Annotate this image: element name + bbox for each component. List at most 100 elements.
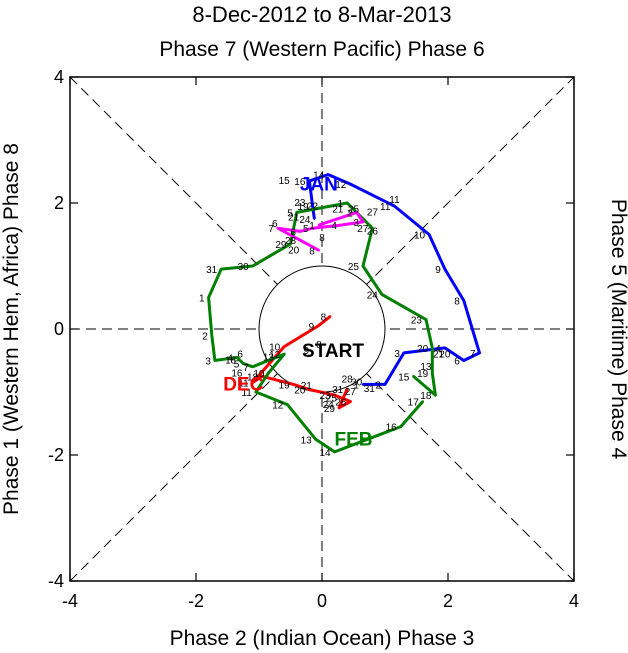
day-label: 25 [326, 393, 338, 404]
day-label: 11 [389, 195, 400, 206]
day-label: 20 [439, 349, 451, 360]
bottom-phase-label: Phase 2 (Indian Ocean) Phase 3 [170, 627, 475, 650]
day-label: 8 [316, 340, 322, 351]
data-point [333, 450, 336, 454]
top-phase-label: Phase 7 (Western Pacific) Phase 6 [159, 38, 484, 61]
day-label: 19 [279, 380, 291, 391]
day-label: 6 [290, 227, 296, 238]
data-point [314, 438, 317, 441]
data-point [327, 173, 330, 176]
day-label: 3 [353, 218, 359, 229]
day-label: 21 [433, 349, 445, 360]
data-point [383, 383, 387, 386]
data-point [462, 299, 465, 302]
data-point [402, 351, 406, 355]
day-label: 3 [394, 349, 400, 360]
data-point [346, 201, 349, 205]
data-point [276, 227, 280, 230]
data-point [251, 381, 254, 384]
day-label: 2 [202, 331, 208, 342]
day-label: 5 [287, 208, 293, 219]
day-label: 8 [454, 297, 460, 308]
data-point [434, 393, 437, 397]
day-label: 16 [231, 368, 243, 379]
data-point [317, 223, 321, 227]
data-point [361, 220, 365, 224]
data-point [317, 249, 321, 252]
data-point [311, 227, 314, 230]
day-label: 22 [307, 201, 319, 212]
data-point [328, 315, 332, 318]
day-label: 12 [269, 350, 281, 361]
start-label: START [302, 341, 364, 362]
day-label: 7 [268, 224, 274, 235]
day-label: 7 [243, 363, 249, 374]
data-point [220, 267, 223, 271]
data-point [235, 356, 239, 359]
day-label: 21 [301, 381, 313, 392]
day-label: 29 [324, 404, 336, 415]
day-label: 2 [347, 208, 353, 219]
data-point [361, 383, 365, 386]
day-label: 6 [237, 349, 243, 360]
data-point [298, 230, 302, 233]
data-point [443, 346, 447, 350]
day-label: 11 [241, 388, 252, 399]
day-label: 10 [414, 231, 426, 242]
day-label: 10 [253, 369, 265, 380]
day-label: 12 [272, 401, 284, 412]
day-label: 25 [348, 204, 360, 215]
data-point [349, 182, 352, 186]
x-tick-label: -2 [188, 591, 204, 611]
data-point [213, 359, 217, 362]
day-label: 13 [420, 362, 432, 373]
data-point [317, 324, 320, 328]
day-label: 27 [357, 224, 369, 235]
data-point [462, 359, 465, 362]
day-label: 14 [313, 171, 325, 182]
day-label: 16 [386, 423, 398, 434]
day-label: 31 [364, 384, 376, 395]
x-tick-label: 4 [569, 591, 579, 611]
chart-title: 8-Dec-2012 to 8-Mar-2013 [192, 2, 451, 27]
day-label: 30 [238, 262, 250, 273]
x-tick-label: 2 [443, 591, 453, 611]
x-tick-label: -4 [62, 591, 78, 611]
day-label: 10 [269, 343, 281, 354]
data-point [371, 227, 374, 230]
day-label: 30 [351, 378, 363, 389]
data-point [337, 406, 341, 409]
y-tick-label: 4 [54, 67, 64, 87]
data-point [427, 233, 431, 236]
day-label: 12 [335, 180, 347, 191]
data-point [251, 365, 254, 368]
day-label: 28 [285, 236, 297, 247]
data-point [292, 383, 295, 386]
day-label: 1 [353, 380, 359, 391]
unit-circle [258, 265, 386, 393]
day-label: 29 [275, 240, 287, 251]
data-point [283, 353, 286, 356]
day-label: 14 [319, 448, 331, 459]
day-label: 9 [303, 346, 309, 357]
data-point [308, 179, 311, 183]
data-point [431, 371, 434, 375]
day-label: 13 [263, 353, 275, 364]
day-label: 1 [309, 221, 315, 232]
day-label: 24 [323, 400, 335, 411]
day-label: 31 [332, 385, 344, 396]
day-label: 1 [199, 294, 205, 305]
day-label: 26 [367, 227, 379, 238]
data-point [295, 211, 298, 214]
day-label: 18 [225, 356, 237, 367]
day-label: 4 [331, 221, 337, 232]
day-label: 23 [411, 316, 423, 327]
data-point [380, 293, 384, 296]
data-point [399, 425, 402, 428]
data-point [313, 217, 316, 220]
day-label: 26 [335, 397, 347, 408]
day-label: 8 [309, 246, 315, 257]
data-point [311, 204, 314, 208]
